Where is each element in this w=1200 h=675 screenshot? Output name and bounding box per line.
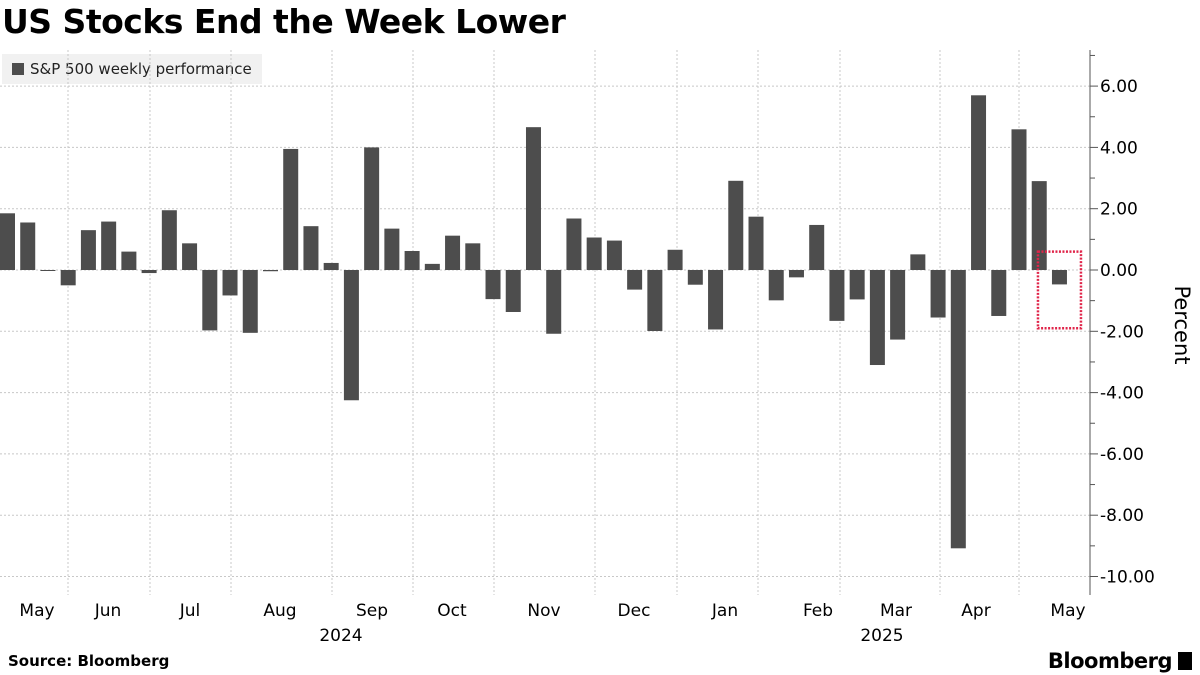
x-tick-label: Sep bbox=[356, 601, 388, 621]
brand-name: Bloomberg bbox=[1047, 649, 1173, 673]
x-tick-label: Jul bbox=[179, 601, 201, 621]
bar bbox=[647, 270, 663, 331]
x-tick-label: Mar bbox=[880, 601, 912, 621]
bar bbox=[20, 222, 36, 270]
bar bbox=[121, 251, 137, 270]
bar bbox=[930, 270, 946, 318]
y-tick-label: -6.00 bbox=[1100, 445, 1144, 465]
bar bbox=[60, 270, 76, 286]
bar bbox=[404, 250, 420, 270]
year-label: 2024 bbox=[319, 626, 362, 646]
bar bbox=[445, 235, 461, 270]
bar bbox=[971, 95, 987, 270]
legend-label: S&P 500 weekly performance bbox=[30, 60, 252, 78]
bar bbox=[424, 263, 440, 270]
legend-swatch bbox=[12, 63, 24, 75]
source-note: Source: Bloomberg bbox=[8, 652, 170, 670]
bar bbox=[1011, 129, 1027, 270]
bar bbox=[667, 249, 683, 270]
highlight-box bbox=[1036, 250, 1083, 330]
bar bbox=[80, 230, 96, 270]
bar bbox=[262, 270, 278, 272]
bar bbox=[566, 218, 582, 270]
bar bbox=[222, 270, 238, 296]
y-axis-label: Percent bbox=[1170, 285, 1194, 364]
bar bbox=[910, 254, 926, 270]
bar bbox=[728, 180, 744, 270]
x-tick-label: Feb bbox=[803, 601, 833, 621]
bloomberg-logo: Bloomberg bbox=[1048, 649, 1192, 673]
bar bbox=[40, 270, 56, 271]
bar bbox=[242, 270, 258, 333]
bar bbox=[101, 221, 117, 270]
bar bbox=[0, 213, 15, 270]
y-tick-label: -2.00 bbox=[1100, 322, 1144, 342]
bar bbox=[829, 270, 845, 321]
x-tick-label: Jun bbox=[94, 601, 122, 621]
y-tick-label: 6.00 bbox=[1100, 77, 1138, 97]
x-tick-label: Jan bbox=[711, 601, 738, 621]
bar bbox=[606, 240, 622, 270]
y-tick-label: -8.00 bbox=[1100, 506, 1144, 526]
bar bbox=[687, 270, 703, 285]
year-label: 2025 bbox=[860, 626, 903, 646]
y-tick-label: 4.00 bbox=[1100, 138, 1138, 158]
bar bbox=[465, 243, 481, 270]
bar bbox=[849, 270, 865, 300]
bar bbox=[525, 127, 541, 271]
bloomberg-mark-icon bbox=[1178, 652, 1192, 670]
bar bbox=[788, 270, 804, 278]
bar bbox=[323, 262, 339, 270]
bar bbox=[303, 226, 319, 270]
bar bbox=[890, 270, 906, 340]
bar bbox=[283, 148, 299, 270]
bar bbox=[141, 270, 157, 274]
bar bbox=[182, 243, 198, 270]
bar bbox=[343, 270, 359, 401]
bar bbox=[708, 270, 724, 330]
y-tick-label: 0.00 bbox=[1100, 261, 1138, 281]
bar bbox=[748, 216, 764, 270]
bar bbox=[950, 270, 966, 549]
bar bbox=[364, 147, 380, 270]
bar bbox=[161, 210, 177, 270]
y-tick-label: -4.00 bbox=[1100, 384, 1144, 404]
x-tick-label: May bbox=[1050, 601, 1085, 621]
bar bbox=[485, 270, 501, 300]
bar bbox=[546, 270, 562, 334]
bar bbox=[586, 237, 602, 270]
bar bbox=[809, 224, 825, 270]
legend: S&P 500 weekly performance bbox=[2, 54, 262, 84]
chart-title: US Stocks End the Week Lower bbox=[2, 2, 566, 41]
x-tick-label: Oct bbox=[437, 601, 467, 621]
y-tick-label: -10.00 bbox=[1100, 568, 1155, 588]
x-tick-label: Aug bbox=[263, 601, 296, 621]
bar bbox=[627, 270, 643, 290]
x-tick-label: Apr bbox=[961, 601, 990, 621]
x-tick-label: May bbox=[19, 601, 54, 621]
bar bbox=[384, 228, 400, 270]
bar bbox=[202, 270, 218, 331]
bar bbox=[869, 270, 885, 366]
x-tick-label: Nov bbox=[527, 601, 560, 621]
bar bbox=[1031, 181, 1047, 270]
x-tick-label: Dec bbox=[618, 601, 651, 621]
bar bbox=[991, 270, 1007, 316]
y-tick-label: 2.00 bbox=[1100, 200, 1138, 220]
bar bbox=[1051, 270, 1067, 285]
bar bbox=[768, 270, 784, 301]
bar bbox=[505, 270, 521, 312]
